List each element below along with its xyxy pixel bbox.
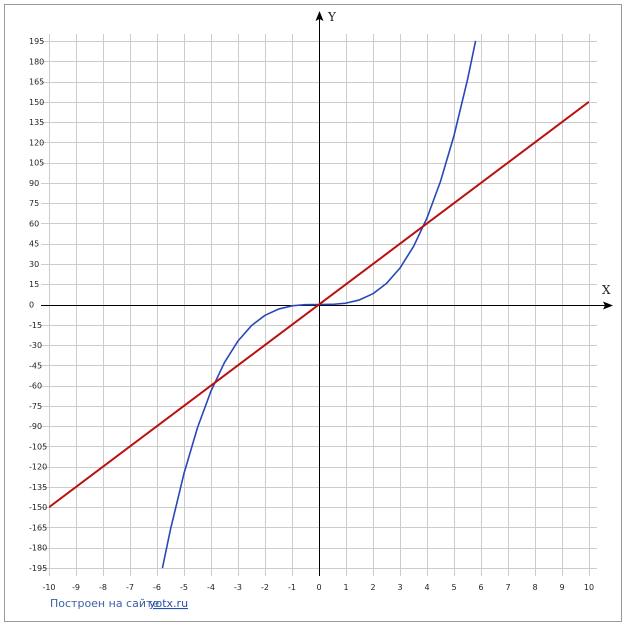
x-tick-label: 9 <box>559 583 564 592</box>
axes <box>41 11 613 576</box>
x-axis-label: X <box>602 283 611 297</box>
x-tick-label: -8 <box>99 583 107 592</box>
y-tick-label: -90 <box>29 422 42 431</box>
y-tick-label: -105 <box>29 442 47 451</box>
x-tick-label: -6 <box>153 583 161 592</box>
y-tick-label: -15 <box>29 321 42 330</box>
x-tick-label: -3 <box>234 583 242 592</box>
y-tick-label: -150 <box>29 503 47 512</box>
y-tick-label: 165 <box>29 78 44 87</box>
y-tick-label: 120 <box>29 138 44 147</box>
credit-text: Построен на сайте <box>50 597 159 610</box>
y-tick-label: 15 <box>29 280 39 289</box>
x-tick-label: -4 <box>207 583 215 592</box>
y-tick-label: 45 <box>29 240 39 249</box>
y-axis-label: Y <box>327 10 337 24</box>
y-tick-label: 105 <box>29 159 44 168</box>
x-tick-label: 0 <box>316 583 321 592</box>
x-tick-label: 3 <box>397 583 402 592</box>
x-tick-label: 6 <box>478 583 483 592</box>
x-tick-label: 8 <box>532 583 537 592</box>
y-tick-label: 135 <box>29 118 44 127</box>
y-tick-label: 75 <box>29 199 39 208</box>
y-tick-label: -60 <box>29 382 42 391</box>
x-tick-label: -5 <box>180 583 188 592</box>
x-tick-label: 4 <box>424 583 429 592</box>
x-tick-label: 2 <box>370 583 375 592</box>
y-tick-label: 30 <box>29 260 39 269</box>
y-tick-label: 60 <box>29 219 39 228</box>
y-tick-label: -165 <box>29 523 47 532</box>
x-tick-label: 1 <box>343 583 348 592</box>
credit-link[interactable]: yotx.ru <box>149 597 188 610</box>
series-group <box>49 40 589 569</box>
x-tick-label: -7 <box>126 583 134 592</box>
series-line <box>49 101 589 508</box>
y-tick-label: 150 <box>29 98 44 107</box>
x-tick-label: -9 <box>72 583 80 592</box>
y-tick-label: -180 <box>29 544 47 553</box>
x-tick-label: 5 <box>451 583 456 592</box>
x-tick-label: -1 <box>288 583 296 592</box>
y-tick-label: 0 <box>29 301 34 310</box>
y-tick-label: 90 <box>29 179 39 188</box>
x-tick-label: -10 <box>42 583 55 592</box>
tick-labels: -10 -9 -8 -7 -6 -5 -4 -3 -2 -1 0 1 2 3 4 5 6 7 8 9 10-195-18… <box>29 37 594 592</box>
x-tick-label: -2 <box>261 583 269 592</box>
y-tick-label: -75 <box>29 402 42 411</box>
y-tick-label: 195 <box>29 37 44 46</box>
x-tick-label: 10 <box>584 583 594 592</box>
x-tick-label: 7 <box>505 583 510 592</box>
y-tick-label: -45 <box>29 361 42 370</box>
y-axis-arrow <box>315 11 324 21</box>
y-tick-label: -120 <box>29 463 47 472</box>
y-tick-label: -195 <box>29 564 47 573</box>
y-tick-label: 180 <box>29 57 44 66</box>
y-tick-label: -135 <box>29 483 47 492</box>
y-tick-label: -30 <box>29 341 42 350</box>
x-axis-arrow <box>603 301 613 310</box>
outer-frame <box>4 4 622 622</box>
